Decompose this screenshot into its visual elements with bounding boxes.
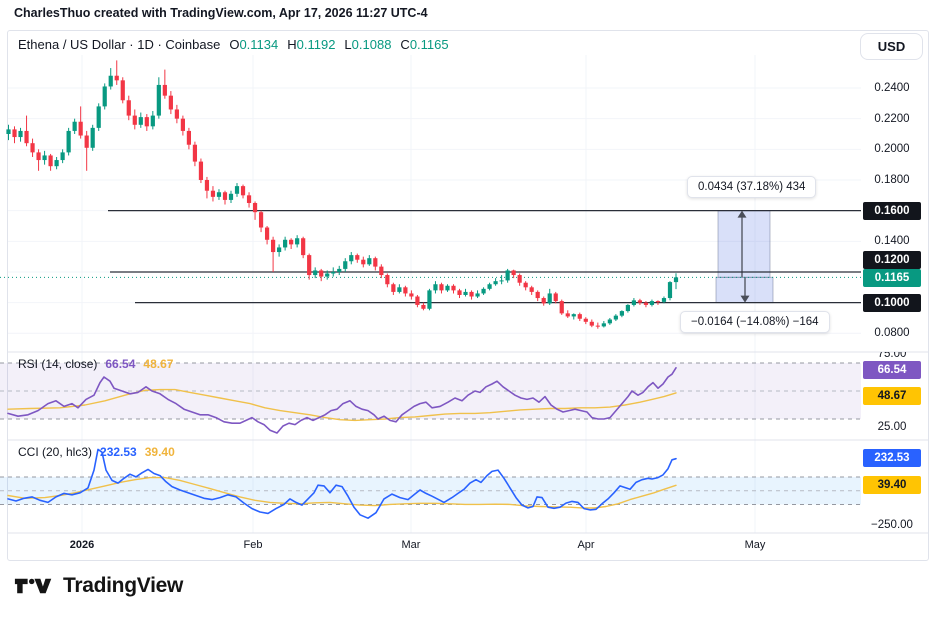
cci-ma-badge: 39.40 bbox=[863, 476, 921, 494]
price-axis-label-0.2200: 0.2200 bbox=[874, 112, 910, 125]
ohlc-high: H0.1192 bbox=[287, 37, 336, 52]
price-axis-label-0.2000: 0.2000 bbox=[874, 143, 910, 156]
chart-frame bbox=[7, 30, 929, 561]
cci-title: CCI (20, hlc3) bbox=[18, 445, 93, 459]
price-axis-label-0.0800: 0.0800 bbox=[874, 327, 910, 340]
ohlc-low: L0.1088 bbox=[344, 37, 392, 52]
rsi-axis-75-clip: 75.00 bbox=[862, 352, 922, 364]
cci-ma-value: 39.40 bbox=[144, 445, 175, 459]
attribution-text: CharlesThuo created with TradingView.com… bbox=[14, 6, 428, 20]
time-axis-label-Mar: Mar bbox=[401, 539, 421, 551]
symbol-title[interactable]: Ethena / US Dollar · 1D · Coinbase bbox=[18, 37, 221, 52]
rsi-legend[interactable]: RSI (14, close) 66.54 48.67 bbox=[18, 357, 173, 371]
tradingview-logo-text: TradingView bbox=[63, 574, 184, 597]
price-level-badge-0.1200: 0.1200 bbox=[863, 251, 921, 269]
currency-toggle-button[interactable]: USD bbox=[860, 33, 923, 60]
last-price-badge: 0.1165 bbox=[863, 269, 921, 287]
ohlc-close: C0.1165 bbox=[400, 37, 449, 52]
range-annotation-upper[interactable]: 0.0434 (37.18%) 434 bbox=[687, 176, 817, 198]
rsi-value: 66.54 bbox=[105, 357, 136, 371]
price-level-badge-0.1000: 0.1000 bbox=[863, 294, 921, 312]
rsi-title: RSI (14, close) bbox=[18, 357, 98, 371]
price-axis-label-0.2400: 0.2400 bbox=[874, 82, 910, 94]
price-level-badge-0.1600: 0.1600 bbox=[863, 202, 921, 220]
tradingview-logo-icon bbox=[14, 578, 52, 594]
cci-value: 232.53 bbox=[100, 445, 137, 459]
rsi-pane[interactable] bbox=[7, 366, 677, 434]
price-axis-label-0.1400: 0.1400 bbox=[874, 235, 910, 248]
time-axis-label-Apr: Apr bbox=[577, 539, 595, 551]
price-axis-label-0.1800: 0.1800 bbox=[874, 173, 910, 186]
cci-legend[interactable]: CCI (20, hlc3) 232.53 39.40 bbox=[18, 445, 175, 459]
rsi-ma-value: 48.67 bbox=[143, 357, 174, 371]
time-axis-label-Feb: Feb bbox=[243, 539, 263, 551]
cci-axis-minus250: −250.00 bbox=[871, 519, 913, 531]
rsi-axis-25: 25.00 bbox=[877, 421, 907, 433]
indicator-bands bbox=[0, 362, 861, 505]
rsi-ma-badge: 48.67 bbox=[863, 387, 921, 405]
cci-value-badge: 232.53 bbox=[863, 449, 921, 467]
horizontal-price-lines[interactable] bbox=[0, 210, 861, 304]
cci-pane[interactable] bbox=[7, 448, 677, 520]
rsi-axis-75: 75.00 bbox=[877, 352, 907, 360]
price-range-tool[interactable] bbox=[715, 210, 774, 304]
time-axis-label-2026: 2026 bbox=[69, 539, 95, 551]
candlestick-series[interactable] bbox=[6, 60, 679, 329]
rsi-value-badge: 66.54 bbox=[863, 361, 921, 379]
ohlc-open: O0.1134 bbox=[229, 37, 279, 52]
pane-dividers bbox=[8, 351, 928, 534]
tradingview-logo[interactable]: TradingView bbox=[14, 574, 183, 598]
time-axis-label-May: May bbox=[744, 539, 766, 551]
chart-legend[interactable]: Ethena / US Dollar · 1D · Coinbase O0.11… bbox=[18, 37, 449, 52]
range-annotation-lower[interactable]: −0.0164 (−14.08%) −164 bbox=[680, 311, 830, 333]
